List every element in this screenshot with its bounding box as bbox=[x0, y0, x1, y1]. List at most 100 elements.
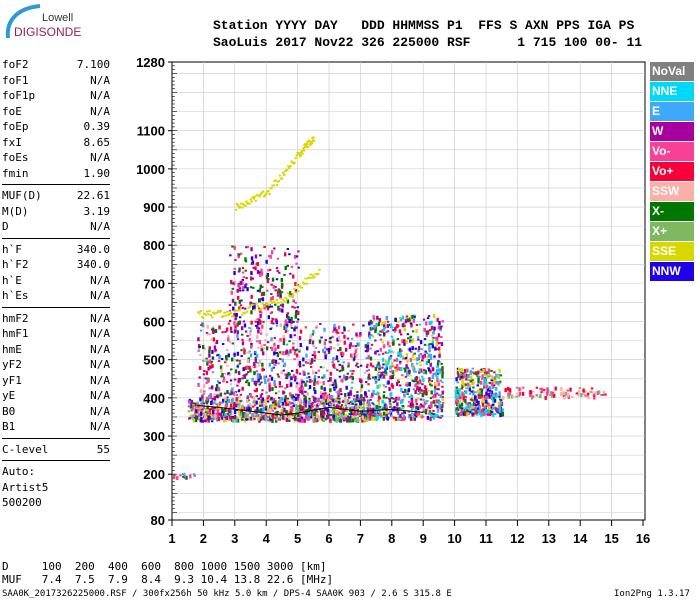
echo-point bbox=[289, 408, 292, 411]
echo-point bbox=[426, 356, 429, 359]
echo-point bbox=[421, 415, 425, 418]
echo-point bbox=[280, 284, 284, 289]
echo-point bbox=[597, 390, 601, 395]
echo-point bbox=[336, 368, 339, 371]
echo-point bbox=[367, 414, 370, 417]
echo-point bbox=[263, 339, 267, 342]
echo-point bbox=[484, 371, 487, 374]
echo-point bbox=[305, 415, 308, 420]
echo-point bbox=[300, 408, 303, 411]
echo-point bbox=[282, 173, 286, 176]
echo-point bbox=[216, 412, 219, 417]
echo-point bbox=[409, 374, 412, 377]
echo-point bbox=[359, 401, 363, 406]
echo-point bbox=[479, 369, 483, 374]
echo-point bbox=[213, 312, 216, 315]
echo-point bbox=[298, 372, 302, 375]
echo-point bbox=[476, 384, 480, 387]
echo-point bbox=[191, 414, 194, 419]
echo-point bbox=[473, 372, 476, 375]
echo-point bbox=[386, 330, 390, 333]
echo-point bbox=[379, 333, 382, 336]
echo-point bbox=[476, 407, 480, 412]
echo-point bbox=[248, 402, 252, 405]
param-value: N/A bbox=[90, 342, 110, 356]
echo-point bbox=[310, 141, 314, 144]
echo-point bbox=[435, 399, 438, 404]
echo-point bbox=[506, 386, 510, 391]
echo-point bbox=[363, 413, 366, 418]
echo-point bbox=[249, 332, 252, 337]
echo-point bbox=[272, 184, 275, 187]
echo-point bbox=[455, 386, 458, 389]
echo-point bbox=[389, 370, 392, 373]
echo-point bbox=[277, 375, 280, 378]
echo-point bbox=[402, 406, 406, 409]
echo-point bbox=[397, 354, 400, 357]
echo-point bbox=[324, 339, 327, 342]
echo-point bbox=[426, 400, 429, 403]
echo-point bbox=[405, 384, 409, 387]
echo-point bbox=[366, 417, 369, 422]
echo-point bbox=[286, 299, 290, 304]
echo-point bbox=[281, 303, 285, 308]
echo-point bbox=[360, 394, 363, 399]
echo-point bbox=[421, 354, 424, 359]
echo-point bbox=[322, 409, 325, 414]
echo-point bbox=[421, 383, 424, 386]
echo-point bbox=[303, 418, 306, 423]
echo-point bbox=[293, 327, 296, 332]
x-tick-label: 11 bbox=[479, 531, 493, 546]
echo-point bbox=[522, 386, 525, 389]
echo-point bbox=[266, 306, 270, 311]
echo-point bbox=[286, 292, 290, 295]
echo-point bbox=[367, 355, 370, 360]
echo-point bbox=[399, 413, 402, 418]
echo-point bbox=[326, 408, 330, 413]
echo-point bbox=[261, 415, 264, 418]
echo-point bbox=[420, 389, 423, 394]
echo-point bbox=[262, 414, 266, 417]
echo-point bbox=[293, 351, 297, 356]
echo-point bbox=[239, 400, 242, 403]
echo-point bbox=[470, 390, 473, 393]
echo-point bbox=[235, 401, 238, 404]
echo-point bbox=[388, 412, 391, 415]
echo-point bbox=[351, 418, 355, 423]
echo-point bbox=[355, 397, 359, 402]
echo-point bbox=[236, 289, 240, 292]
echo-point bbox=[237, 389, 241, 392]
echo-point bbox=[353, 353, 356, 358]
echo-point bbox=[279, 414, 283, 417]
echo-point bbox=[272, 300, 275, 303]
param-value: N/A bbox=[90, 404, 110, 418]
echo-point bbox=[257, 329, 260, 334]
echo-point bbox=[379, 338, 383, 341]
echo-point bbox=[223, 372, 227, 375]
echo-point bbox=[492, 399, 495, 404]
echo-point bbox=[253, 417, 256, 420]
echo-point bbox=[455, 387, 459, 392]
echo-point bbox=[301, 152, 304, 155]
echo-point bbox=[270, 408, 274, 411]
echo-point bbox=[342, 399, 345, 402]
echo-point bbox=[205, 359, 208, 362]
echo-point bbox=[462, 372, 465, 375]
echo-point bbox=[262, 351, 265, 356]
echo-point bbox=[257, 346, 260, 349]
echo-point bbox=[259, 284, 262, 289]
echo-point bbox=[213, 415, 216, 420]
echo-point bbox=[234, 403, 238, 408]
echo-point bbox=[266, 379, 270, 382]
echo-point bbox=[498, 391, 501, 396]
echo-point bbox=[272, 398, 276, 403]
echo-point bbox=[356, 394, 359, 399]
echo-point bbox=[294, 414, 297, 417]
echo-point bbox=[412, 415, 416, 418]
echo-point bbox=[367, 407, 370, 412]
echo-point bbox=[263, 305, 266, 310]
echo-point bbox=[235, 394, 239, 397]
echo-point bbox=[293, 161, 296, 164]
echo-point bbox=[219, 418, 222, 421]
echo-point bbox=[241, 386, 244, 391]
